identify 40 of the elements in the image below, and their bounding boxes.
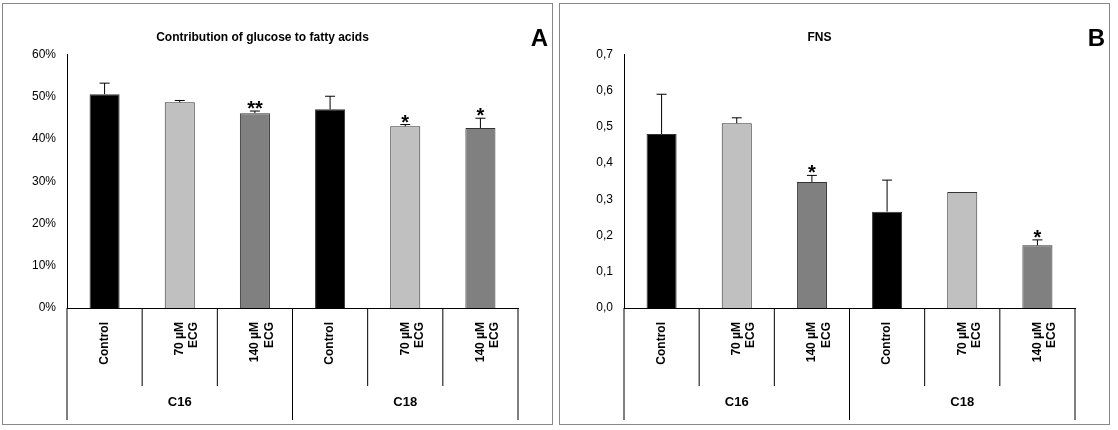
- text: C16: [724, 394, 749, 409]
- x-tick-label: 140 µM ECG: [247, 322, 276, 363]
- y-tick-label: 0,7: [596, 46, 614, 61]
- text: C18: [950, 394, 975, 409]
- y-tick-label: 0%: [38, 300, 57, 315]
- x-tick-label: 140 µM ECG: [472, 322, 502, 363]
- y-tick-label: 0,3: [596, 191, 614, 206]
- y-tick-label: 0,0: [596, 300, 614, 315]
- text: C16: [167, 394, 192, 409]
- y-tick-label: 10%: [31, 258, 57, 273]
- y-tick-label: 0,4: [596, 155, 614, 170]
- data-label: **: [247, 97, 263, 120]
- x-tick-label: Control: [653, 322, 668, 365]
- y-tick-label: 0,2: [596, 227, 614, 242]
- y-tick-label: 60%: [31, 46, 57, 61]
- x-tick-label: 70 µM ECG: [729, 322, 758, 356]
- text: A: [530, 24, 548, 51]
- y-tick-label: 40%: [31, 131, 57, 146]
- x-tick-label: 70 µM ECG: [397, 322, 426, 356]
- y-tick-label: 50%: [31, 88, 57, 103]
- chart-title: FNS: [807, 29, 832, 44]
- x-tick-label: Control: [879, 322, 894, 365]
- chart-title: Contribution of glucose to fatty acids: [156, 29, 370, 44]
- text: C18: [393, 394, 418, 409]
- data-label: *: [808, 161, 817, 184]
- y-tick-label: 20%: [31, 215, 57, 230]
- x-tick-label: 140 µM ECG: [1029, 322, 1059, 363]
- x-tick-label: 140 µM ECG: [804, 322, 833, 363]
- data-label: *: [1033, 225, 1042, 248]
- data-label: *: [476, 104, 485, 127]
- x-tick-label: Control: [96, 322, 111, 365]
- data-label: *: [401, 110, 410, 133]
- y-tick-label: 0,6: [596, 82, 614, 97]
- x-tick-label: Control: [322, 322, 337, 365]
- y-tick-label: 0,1: [596, 264, 614, 279]
- y-tick-label: 0,5: [596, 119, 614, 134]
- x-tick-label: 70 µM ECG: [172, 322, 201, 356]
- text: B: [1087, 24, 1105, 51]
- x-tick-label: 70 µM ECG: [954, 322, 983, 356]
- y-tick-label: 30%: [31, 173, 57, 188]
